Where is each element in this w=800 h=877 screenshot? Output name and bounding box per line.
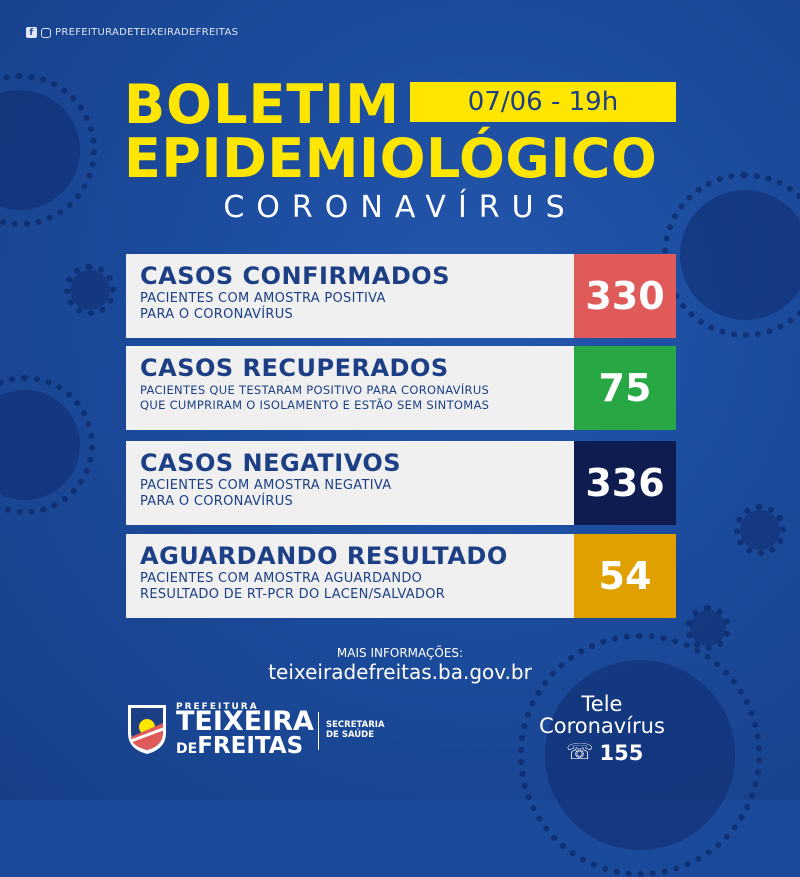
prefeitura-label: PREFEITURA [176,702,259,712]
logo-de: DE [176,741,198,757]
secretaria-line1: SECRETARIA [326,720,385,730]
facebook-icon: f [26,27,37,38]
logo-freitas: FREITAS [197,733,304,759]
card-value: 54 [574,534,676,618]
city-shield-logo [128,705,166,754]
phone-number: 155 [599,740,644,765]
logo-de-freitas: DEFREITAS [176,734,303,761]
card-desc: PARA O CORONAVÍRUS [140,494,294,509]
card-desc: PACIENTES QUE TESTARAM POSITIVO PARA COR… [140,383,490,397]
virus-decoration [64,264,116,316]
card-title: CASOS CONFIRMADOS [140,262,450,290]
card-text: CASOS RECUPERADOS PACIENTES QUE TESTARAM… [126,346,574,430]
card-confirmados: CASOS CONFIRMADOS PACIENTES COM AMOSTRA … [126,254,676,338]
card-recuperados: CASOS RECUPERADOS PACIENTES QUE TESTARAM… [126,346,676,430]
tele-label: Tele [581,692,623,716]
card-negativos: CASOS NEGATIVOS PACIENTES COM AMOSTRA NE… [126,441,676,525]
phone-icon: ☏ [566,740,594,765]
secretaria-label: SECRETARIA DE SAÚDE [326,720,385,740]
card-value: 336 [574,441,676,525]
card-desc: QUE CUMPRIRAM O ISOLAMENTO E ESTÃO SEM S… [140,398,490,412]
card-desc: PACIENTES COM AMOSTRA POSITIVA [140,291,386,306]
card-title: CASOS RECUPERADOS [140,354,449,382]
subtitle-coronavirus: CORONAVÍRUS [223,190,577,225]
title-epidemiologico: EPIDEMIOLÓGICO [124,127,658,190]
coronavirus-label: Coronavírus [539,714,665,738]
more-info-label: MAIS INFORMAÇÕES: [336,646,464,660]
card-text: CASOS NEGATIVOS PACIENTES COM AMOSTRA NE… [126,441,574,525]
card-desc: PACIENTES COM AMOSTRA AGUARDANDO [140,571,423,586]
card-text: AGUARDANDO RESULTADO PACIENTES COM AMOST… [126,534,574,618]
logo-divider [318,712,319,750]
virus-decoration [684,604,732,652]
virus-decoration [734,504,786,556]
card-desc: RESULTADO DE RT-PCR DO LACEN/SALVADOR [140,587,446,602]
card-value: 75 [574,346,676,430]
card-value: 330 [574,254,676,338]
virus-decoration [0,73,97,227]
card-desc: PACIENTES COM AMOSTRA NEGATIVA [140,478,392,493]
secretaria-line2: DE SAÚDE [326,730,375,740]
social-handle: f PREFEITURADETEIXEIRADEFREITAS [26,27,238,38]
card-aguardando: AGUARDANDO RESULTADO PACIENTES COM AMOST… [126,534,676,618]
phone-contact[interactable]: ☏ 155 [566,740,643,765]
date-badge: 07/06 - 19h [410,82,676,122]
website-link[interactable]: teixeiradefreitas.ba.gov.br [268,660,532,684]
card-text: CASOS CONFIRMADOS PACIENTES COM AMOSTRA … [126,254,574,338]
card-desc: PARA O CORONAVÍRUS [140,307,294,322]
social-handle-text: PREFEITURADETEIXEIRADEFREITAS [55,27,239,38]
instagram-icon [41,27,51,38]
card-title: AGUARDANDO RESULTADO [140,542,508,570]
title-boletim: BOLETIM [124,73,401,136]
virus-decoration [661,171,800,339]
virus-decoration [0,374,96,516]
logo-teixeira: TEIXEIRA [176,706,314,737]
card-title: CASOS NEGATIVOS [140,449,402,477]
